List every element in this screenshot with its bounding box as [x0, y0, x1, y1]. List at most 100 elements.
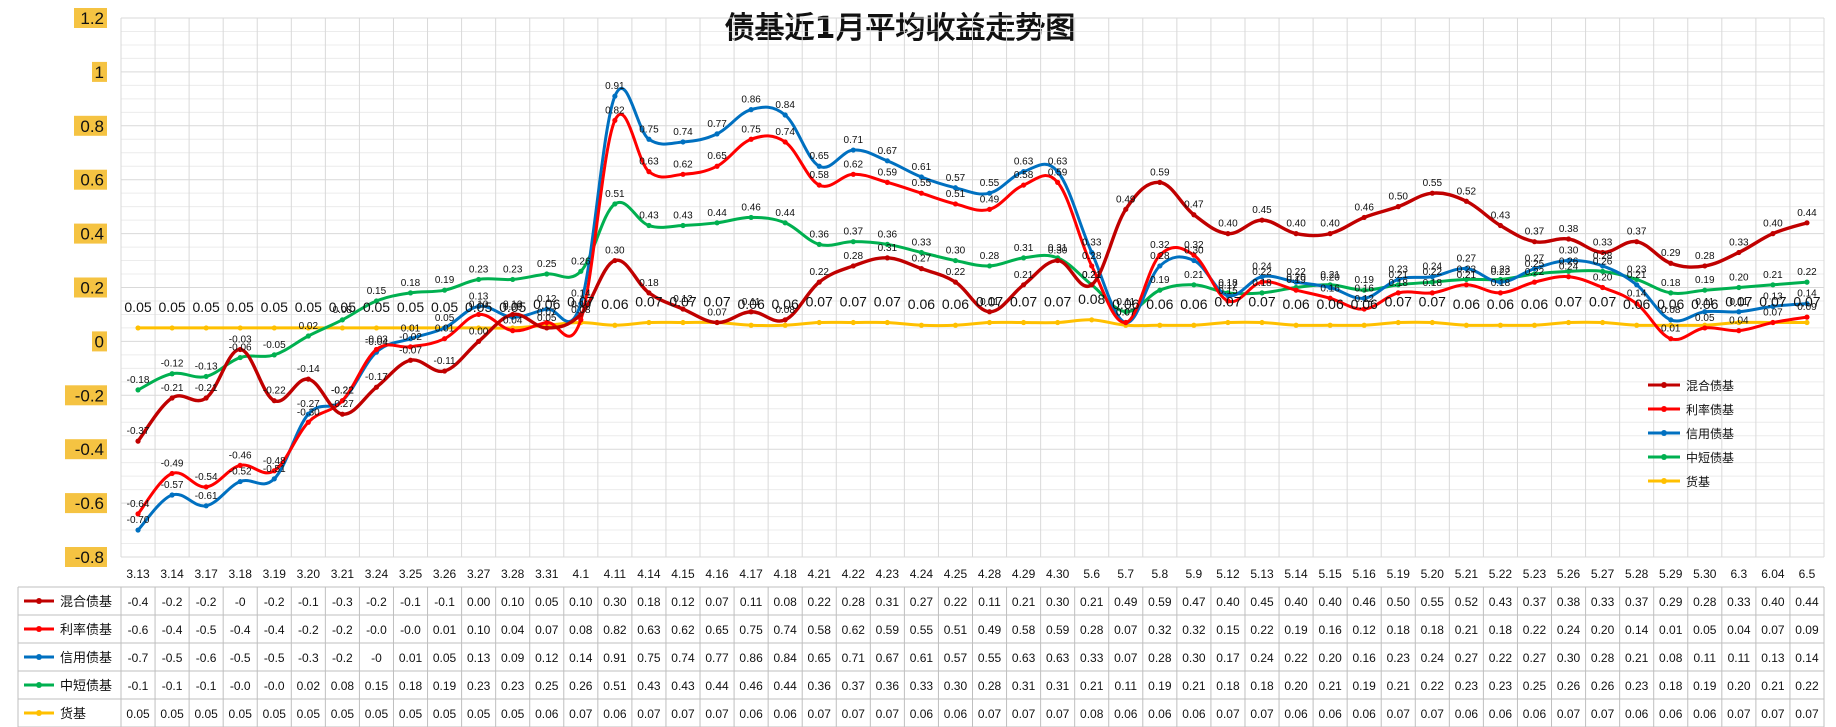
data-label: 0.06 [1691, 296, 1718, 312]
data-label: 0.84 [775, 100, 795, 111]
y-tick-highlight [92, 331, 107, 352]
data-label: 0.06 [1453, 296, 1480, 312]
data-point [1668, 317, 1674, 323]
data-point [237, 462, 243, 468]
table-cell: 0.19 [1284, 623, 1308, 637]
data-label: 0.45 [1252, 205, 1272, 216]
data-label: 0.74 [775, 127, 795, 138]
series-lines [135, 86, 1810, 533]
data-label: 0.25 [1525, 259, 1545, 270]
table-cell: 0.15 [1216, 623, 1240, 637]
legend-label: 中短债基 [1686, 450, 1734, 465]
data-point [1191, 212, 1197, 218]
data-label: 0.46 [1354, 202, 1374, 213]
table-cell: 0.33 [910, 679, 934, 693]
x-tick-label: 4.1 [572, 567, 589, 581]
data-point [1770, 231, 1776, 237]
table-cell: 0.06 [1114, 707, 1138, 721]
table-cell: -0.1 [128, 679, 149, 693]
data-point [1702, 287, 1708, 293]
data-point [1463, 282, 1469, 288]
data-label: 0.51 [946, 189, 966, 200]
data-label: 0.37 [844, 227, 864, 238]
data-label: 0.05 [465, 299, 492, 315]
table-cell: 0.23 [1489, 679, 1513, 693]
table-cell: 0.18 [1216, 679, 1240, 693]
table-cell: 0.07 [876, 707, 900, 721]
data-label: 0.11 [1116, 297, 1135, 308]
data-label: 0.06 [1112, 296, 1139, 312]
data-label: 0.01 [1661, 324, 1681, 335]
table-cell: 0.07 [1761, 623, 1785, 637]
data-point [407, 344, 414, 350]
data-label: 0.27 [1457, 254, 1477, 265]
table-cell: -0.1 [434, 595, 455, 609]
table-cell: 0.20 [1591, 623, 1615, 637]
y-tick-label: 1.2 [80, 9, 104, 28]
table-cell: 0.05 [1693, 623, 1717, 637]
data-label: 0.07 [806, 294, 833, 310]
data-label: 0.20 [1286, 273, 1306, 284]
data-point [1293, 322, 1299, 328]
table-cell: 0.06 [1625, 707, 1649, 721]
data-point [373, 346, 380, 353]
table-cell: 0.63 [637, 623, 661, 637]
data-point [237, 354, 243, 361]
table-cell: 0.25 [1523, 679, 1547, 693]
data-point [1702, 325, 1708, 331]
table-cell: 0.05 [126, 707, 150, 721]
table-cell: -0.0 [264, 679, 285, 693]
data-point [1531, 266, 1538, 272]
y-tick-label: -0.4 [75, 440, 104, 459]
data-label: -0.22 [263, 386, 286, 397]
table-cell: 0.20 [1284, 679, 1308, 693]
x-tick-label: 4.24 [910, 567, 934, 581]
data-label: 0.62 [673, 159, 693, 170]
data-label: 0.33 [1729, 237, 1749, 248]
table-cell: 0.13 [1761, 651, 1785, 665]
data-label: 0.22 [809, 267, 829, 278]
data-point [1736, 309, 1742, 315]
data-point [271, 476, 277, 482]
table-cell: -0.1 [196, 679, 217, 693]
data-label: 0.57 [946, 173, 966, 184]
table-cell: 0.06 [944, 707, 968, 721]
data-label: 0.06 [1487, 296, 1514, 312]
data-point [373, 384, 380, 390]
data-label: -0.46 [229, 450, 252, 461]
table-cell: 0.05 [399, 707, 423, 721]
data-label: 0.51 [605, 189, 625, 200]
data-label: 0.43 [1491, 211, 1511, 222]
data-label: 0.28 [1150, 251, 1170, 262]
table-cell: 0.07 [705, 707, 729, 721]
data-label: 0.09 [1797, 302, 1817, 313]
data-label: -0.11 [434, 356, 456, 367]
data-label: 0.65 [707, 151, 727, 162]
table-cell: 0.18 [1387, 623, 1411, 637]
y-tick-label: 0.4 [80, 225, 104, 244]
data-point [748, 136, 754, 142]
data-label: 0.08 [1661, 305, 1681, 316]
data-point [646, 222, 652, 229]
table-cell: 0.07 [808, 707, 832, 721]
data-point [986, 190, 993, 196]
data-point [1565, 257, 1572, 264]
table-cell: 0.11 [740, 595, 763, 609]
data-label: 0.15 [367, 286, 387, 297]
table-cell: 0.28 [1080, 623, 1104, 637]
data-label: -0.02 [399, 332, 422, 343]
data-label: 0.28 [844, 251, 864, 262]
data-point [714, 163, 720, 169]
table-cell: 0.46 [1353, 595, 1377, 609]
table-cell: -0.5 [196, 623, 217, 637]
data-point [203, 395, 209, 401]
legend-marker [1661, 478, 1667, 484]
data-label: 0.08 [1078, 291, 1105, 307]
table-cell: 0.07 [1761, 707, 1785, 721]
data-label: -0.03 [365, 334, 388, 345]
table-cell: 0.05 [263, 707, 287, 721]
data-point [1259, 274, 1265, 280]
data-point [1634, 322, 1640, 328]
x-tick-label: 6.5 [1799, 567, 1816, 581]
